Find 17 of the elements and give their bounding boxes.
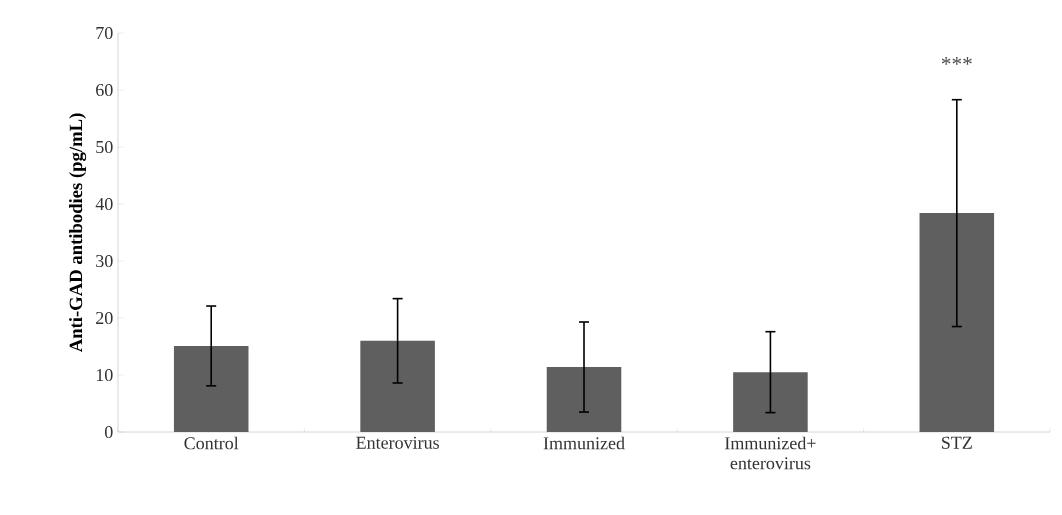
annotation: *** bbox=[941, 57, 972, 65]
x-tick-label: STZ bbox=[942, 436, 972, 449]
x-tick-label: Immunized bbox=[543, 436, 625, 450]
bar bbox=[360, 340, 435, 432]
x-tick-label: Immunized+ enterovirus bbox=[724, 436, 816, 470]
bar bbox=[173, 345, 249, 432]
y-tick-label: 40 bbox=[95, 197, 113, 211]
x-tick-label: Enterovirus bbox=[356, 436, 439, 449]
y-tick-label: 50 bbox=[96, 140, 113, 154]
y-axis-title: Anti-GAD antibodies (pg/mL) bbox=[69, 113, 87, 353]
y-tick-label: 20 bbox=[96, 311, 113, 325]
y-tick-label: 70 bbox=[96, 26, 113, 40]
y-tick-label: 60 bbox=[96, 83, 113, 97]
y-tick-label: 10 bbox=[96, 368, 113, 382]
x-tick-label: Control bbox=[184, 436, 239, 450]
y-tick-label: 0 bbox=[104, 425, 113, 439]
y-tick-label: 30 bbox=[96, 254, 113, 268]
